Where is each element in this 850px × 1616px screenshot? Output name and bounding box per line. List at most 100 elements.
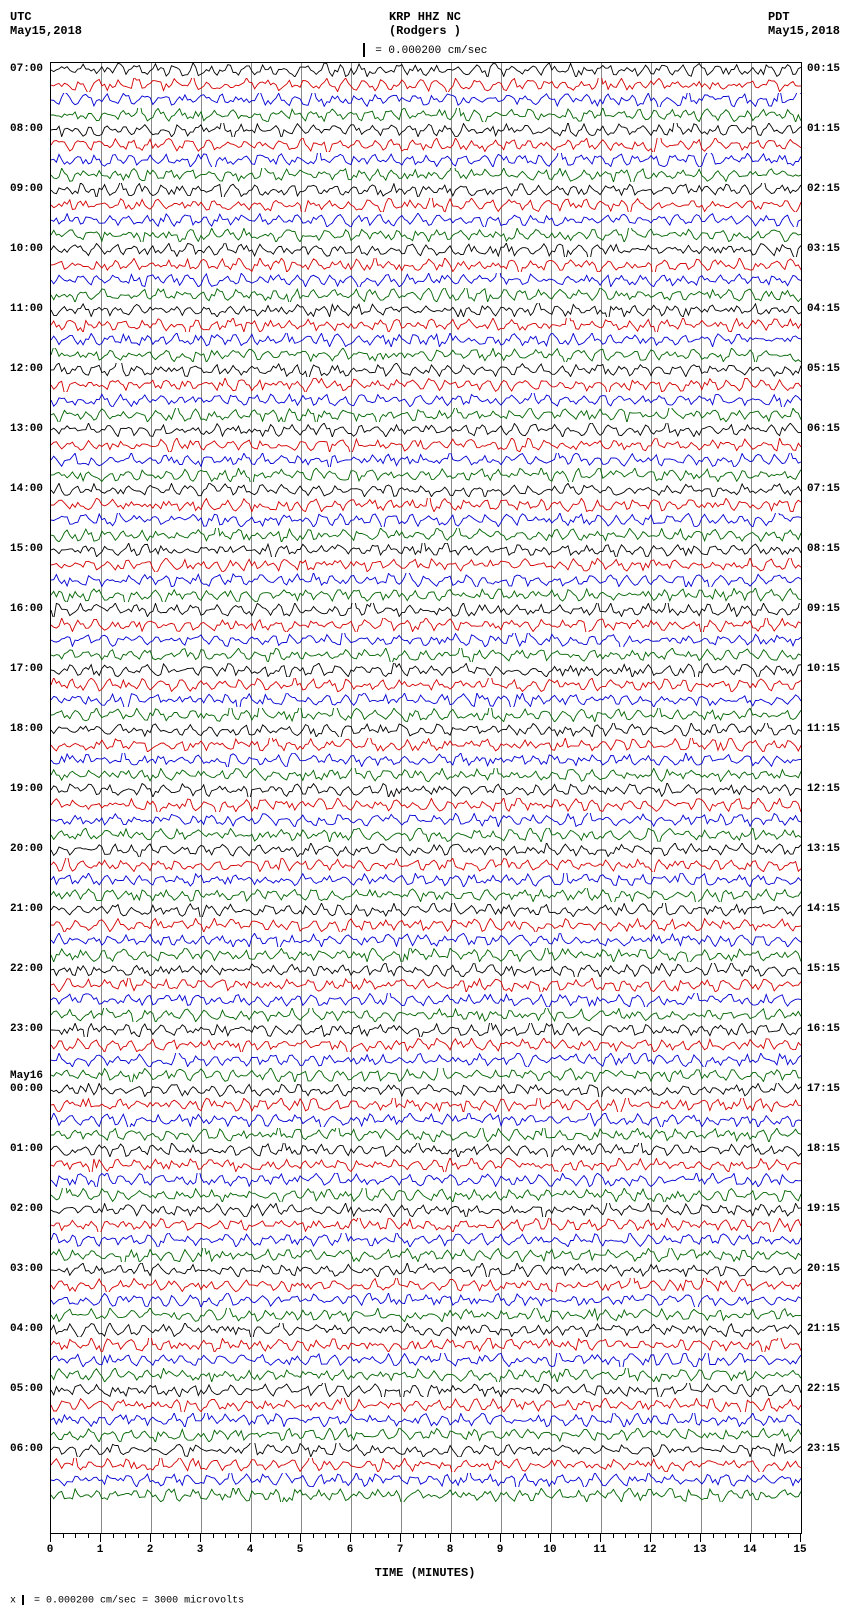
seismic-trace	[51, 108, 801, 122]
header-center: KRP HHZ NC (Rodgers )	[389, 10, 461, 38]
seismic-trace	[51, 258, 801, 272]
seismic-trace	[51, 828, 801, 842]
seismic-trace	[51, 1203, 801, 1217]
x-tick-minor	[463, 1534, 464, 1538]
x-tick-minor	[63, 1534, 64, 1538]
seismic-trace	[51, 1278, 801, 1292]
x-tick-label: 11	[593, 1544, 606, 1556]
seismic-trace	[51, 393, 801, 407]
seismic-trace	[51, 528, 801, 542]
utc-time-label: 03:00	[10, 1263, 43, 1275]
seismic-trace	[51, 543, 801, 557]
scale-bar-icon	[363, 43, 365, 57]
x-axis-label: TIME (MINUTES)	[10, 1566, 840, 1580]
seismic-trace	[51, 1128, 801, 1142]
x-tick-major	[350, 1534, 351, 1542]
utc-time-label: 23:00	[10, 1023, 43, 1035]
x-tick-minor	[338, 1534, 339, 1538]
seismic-trace	[51, 1248, 801, 1262]
x-tick-label: 7	[397, 1544, 404, 1556]
seismic-trace	[51, 363, 801, 377]
seismic-trace	[51, 618, 801, 632]
pdt-time-label: 16:15	[807, 1023, 840, 1035]
seismic-trace	[51, 378, 801, 392]
seismic-trace	[51, 1098, 801, 1112]
seismic-trace	[51, 588, 801, 602]
x-tick-major	[650, 1534, 651, 1542]
station-id: KRP HHZ NC	[389, 10, 461, 24]
seismic-trace	[51, 1338, 801, 1352]
x-tick-major	[550, 1534, 551, 1542]
x-tick-minor	[538, 1534, 539, 1538]
seismic-trace	[51, 738, 801, 752]
seismic-trace	[51, 1308, 801, 1322]
seismic-trace	[51, 1488, 801, 1502]
seismic-trace	[51, 498, 801, 512]
pdt-time-label: 06:15	[807, 423, 840, 435]
seismic-trace	[51, 1413, 801, 1427]
pdt-time-label: 04:15	[807, 303, 840, 315]
x-tick-minor	[488, 1534, 489, 1538]
pdt-time-label: 22:15	[807, 1383, 840, 1395]
x-tick-minor	[163, 1534, 164, 1538]
utc-time-label: 16:00	[10, 603, 43, 615]
x-tick-minor	[625, 1534, 626, 1538]
header-right: PDT May15,2018	[768, 10, 840, 38]
footer-scale: x = 0.000200 cm/sec = 3000 microvolts	[10, 1595, 840, 1607]
x-tick-label: 9	[497, 1544, 504, 1556]
x-tick-minor	[725, 1534, 726, 1538]
seismic-trace	[51, 663, 801, 677]
x-tick-minor	[113, 1534, 114, 1538]
x-tick-minor	[413, 1534, 414, 1538]
x-tick-label: 12	[643, 1544, 656, 1556]
x-tick-minor	[325, 1534, 326, 1538]
seismic-trace	[51, 798, 801, 812]
seismic-trace	[51, 1368, 801, 1382]
seismic-trace	[51, 1023, 801, 1037]
seismic-trace	[51, 603, 801, 617]
seismic-trace	[51, 1233, 801, 1247]
x-tick-minor	[475, 1534, 476, 1538]
date-right: May15,2018	[768, 24, 840, 38]
x-tick-minor	[213, 1534, 214, 1538]
seismic-trace	[51, 1383, 801, 1397]
seismic-trace	[51, 138, 801, 152]
seismic-trace	[51, 1173, 801, 1187]
seismic-trace	[51, 888, 801, 902]
seismic-trace	[51, 333, 801, 347]
x-tick-minor	[263, 1534, 264, 1538]
seismic-trace	[51, 1323, 801, 1337]
x-tick-major	[50, 1534, 51, 1542]
x-tick-minor	[613, 1534, 614, 1538]
seismic-trace	[51, 1293, 801, 1307]
seismic-trace	[51, 1143, 801, 1157]
x-tick-minor	[713, 1534, 714, 1538]
pdt-time-label: 01:15	[807, 123, 840, 135]
pdt-time-label: 20:15	[807, 1263, 840, 1275]
pdt-time-label: 12:15	[807, 783, 840, 795]
seismic-trace	[51, 1218, 801, 1232]
x-tick-label: 0	[47, 1544, 54, 1556]
pdt-time-label: 17:15	[807, 1083, 840, 1095]
x-tick-minor	[425, 1534, 426, 1538]
seismic-trace	[51, 408, 801, 422]
pdt-time-label: 00:15	[807, 63, 840, 75]
utc-time-label: 09:00	[10, 183, 43, 195]
seismic-trace	[51, 288, 801, 302]
seismic-trace	[51, 648, 801, 662]
utc-time-label: 11:00	[10, 303, 43, 315]
pdt-time-label: 09:15	[807, 603, 840, 615]
seismic-trace	[51, 273, 801, 287]
utc-time-label: 15:00	[10, 543, 43, 555]
header: UTC May15,2018 KRP HHZ NC (Rodgers ) PDT…	[10, 10, 840, 38]
seismic-trace	[51, 318, 801, 332]
x-tick-minor	[313, 1534, 314, 1538]
seismic-trace	[51, 678, 801, 692]
seismic-trace	[51, 1083, 801, 1097]
seismic-trace	[51, 918, 801, 932]
x-tick-minor	[638, 1534, 639, 1538]
pdt-time-label: 15:15	[807, 963, 840, 975]
x-tick-minor	[663, 1534, 664, 1538]
x-tick-major	[100, 1534, 101, 1542]
x-tick-minor	[388, 1534, 389, 1538]
